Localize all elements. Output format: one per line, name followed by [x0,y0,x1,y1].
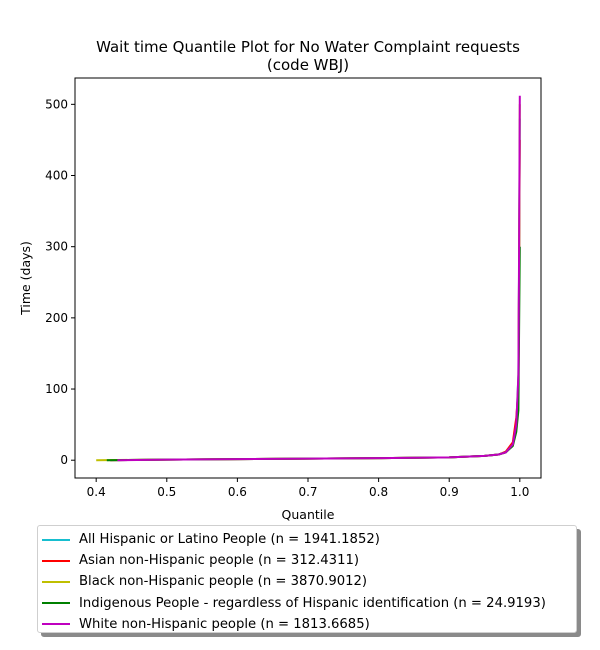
x-tick-label: 0.5 [157,485,176,499]
series-lines [96,95,521,462]
x-tick-label: 0.4 [87,485,106,499]
plot-frame [74,77,542,479]
chart-title-line-2: (code WBJ) [267,56,349,74]
legend-swatch-white [42,623,70,626]
x-tick-label: 0.9 [440,485,459,499]
legend-label-asian: Asian non-Hispanic people (n = 312.4311) [79,553,359,569]
y-tick-label: 200 [45,311,68,325]
series-line-4 [117,95,521,462]
x-axis-label: Quantile [282,507,335,522]
legend-label-black: Black non-Hispanic people (n = 3870.9012… [79,574,368,590]
legend-item-black: Black non-Hispanic people (n = 3870.9012… [38,571,576,592]
y-tick-label: 500 [45,97,68,111]
y-tick-label: 400 [45,169,68,183]
legend-swatch-black [42,580,70,583]
legend-item-indigenous: Indigenous People - regardless of Hispan… [38,593,576,614]
series-line-3 [106,246,521,462]
chart-title-line-1: Wait time Quantile Plot for No Water Com… [96,38,520,56]
series-line-1 [110,139,521,462]
x-axis-ticks: 0.4 0.5 0.6 0.7 0.8 0.9 1.0 [87,478,529,499]
legend-swatch-asian [42,559,70,562]
legend-swatch-hispanic [42,538,70,541]
x-tick-label: 0.6 [228,485,247,499]
y-axis-ticks: 0 100 200 300 400 500 [45,97,75,467]
legend-label-hispanic: All Hispanic or Latino People (n = 1941.… [79,532,380,548]
quantile-chart: Wait time Quantile Plot for No Water Com… [18,38,542,522]
y-tick-label: 100 [45,382,68,396]
legend-label-indigenous: Indigenous People - regardless of Hispan… [79,595,546,611]
x-tick-label: 1.0 [510,485,529,499]
legend-label-white: White non-Hispanic people (n = 1813.6685… [79,616,370,632]
series-line-0 [110,118,521,462]
y-tick-label: 300 [45,240,68,254]
legend-item-hispanic: All Hispanic or Latino People (n = 1941.… [38,529,576,550]
y-tick-label: 0 [60,453,68,467]
series-line-2 [96,104,521,462]
legend-item-asian: Asian non-Hispanic people (n = 312.4311) [38,550,576,571]
legend: All Hispanic or Latino People (n = 1941.… [37,525,577,633]
legend-swatch-indigenous [42,602,70,605]
y-axis-label: Time (days) [18,241,33,316]
x-tick-label: 0.7 [298,485,317,499]
x-tick-label: 0.8 [369,485,388,499]
legend-item-white: White non-Hispanic people (n = 1813.6685… [38,614,576,635]
